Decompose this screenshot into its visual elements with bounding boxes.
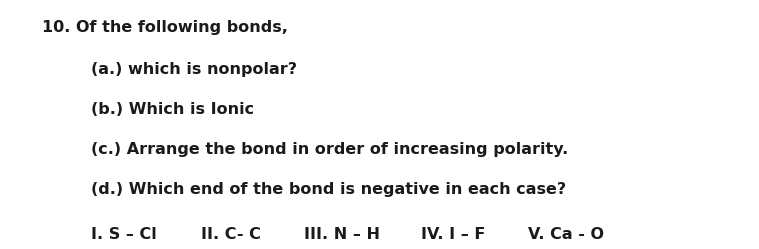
Text: (b.) Which is Ionic: (b.) Which is Ionic bbox=[91, 102, 254, 117]
Text: 10. Of the following bonds,: 10. Of the following bonds, bbox=[42, 20, 288, 35]
Text: (c.) Arrange the bond in order of increasing polarity.: (c.) Arrange the bond in order of increa… bbox=[91, 142, 568, 157]
Text: (a.) which is nonpolar?: (a.) which is nonpolar? bbox=[91, 62, 297, 77]
Text: V. Ca - O: V. Ca - O bbox=[528, 227, 603, 242]
Text: II. C- C: II. C- C bbox=[201, 227, 261, 242]
Text: I. S – Cl: I. S – Cl bbox=[91, 227, 157, 242]
Text: IV. I – F: IV. I – F bbox=[421, 227, 486, 242]
Text: III. N – H: III. N – H bbox=[304, 227, 380, 242]
Text: (d.) Which end of the bond is negative in each case?: (d.) Which end of the bond is negative i… bbox=[91, 182, 566, 197]
